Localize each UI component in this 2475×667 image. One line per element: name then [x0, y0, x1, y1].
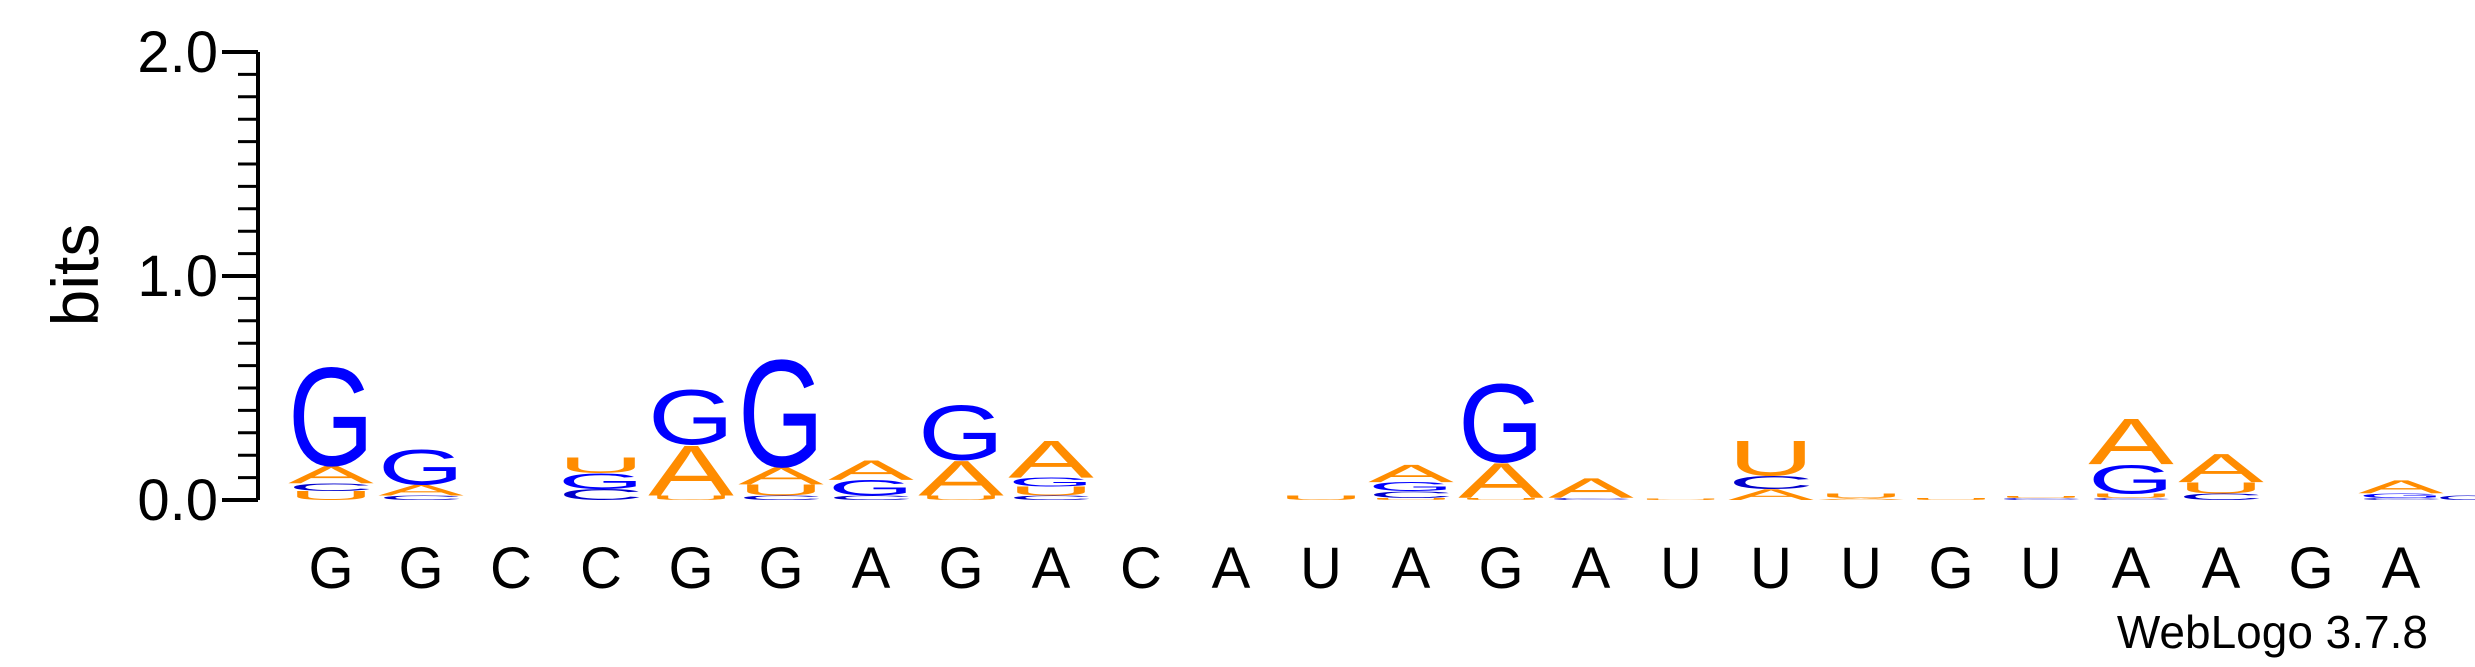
logo-letter-C: C: [2358, 497, 2444, 500]
logo-letter-G: G: [1368, 480, 1454, 494]
logo-letter-A: A: [378, 481, 464, 498]
logo-letter-G: G: [558, 469, 644, 493]
logo-letter-A: A: [2178, 446, 2264, 491]
logo-letter-U: U: [1278, 494, 1364, 501]
y-axis: 0.0 1.0 2.0: [137, 20, 260, 533]
x-tick-label: G: [1478, 536, 1523, 601]
x-tick-label: U: [1300, 536, 1342, 601]
x-tick-label: G: [938, 536, 983, 601]
logo-letter-G: G: [2358, 492, 2444, 499]
logo-letter-C: C: [558, 486, 644, 503]
logo-letter-A: A: [2088, 405, 2174, 478]
logo-letter-U: U: [738, 481, 824, 498]
x-tick-label: G: [1928, 536, 1973, 601]
logo-letter-G: G: [828, 476, 914, 500]
logo-letter-A: A: [738, 462, 824, 490]
x-tick-label: U: [1840, 536, 1882, 601]
x-tick-label: G: [2288, 536, 2333, 601]
logo-letter-U: U: [1638, 499, 1724, 501]
logo-letter-G: G: [288, 337, 374, 495]
logo-letter-U: U: [1008, 484, 1094, 498]
x-tick-label: G: [308, 536, 353, 601]
logo-letter-U: U: [288, 489, 374, 503]
logo-letter-C: C: [2088, 497, 2174, 500]
logo-letter-A: A: [648, 431, 734, 511]
logo-letter-U: U: [2178, 479, 2264, 496]
x-tick-label: G: [398, 536, 443, 601]
x-tick-label: U: [1660, 536, 1702, 601]
logo-letter-G: G: [1008, 475, 1094, 489]
logo-letter-C: C: [288, 481, 374, 493]
y-axis-label: bits: [38, 224, 112, 327]
logo-letter-C: C: [2178, 492, 2264, 502]
x-tick-label: A: [1392, 536, 1431, 601]
x-tick-label: G: [758, 536, 803, 601]
logo-letter-U: U: [918, 494, 1004, 501]
logo-letter-C: C: [1998, 497, 2084, 500]
logo-letter-A: A: [1728, 486, 1814, 503]
x-tick-label: A: [2112, 536, 2151, 601]
logo-letter-U: U: [558, 453, 644, 478]
logo-letter-G: G: [378, 439, 464, 495]
logo-letter-G: G: [1458, 360, 1544, 486]
y-tick-label: 2.0: [137, 20, 218, 85]
x-tick-label: C: [1120, 536, 1162, 601]
logo-letter-A: A: [288, 460, 374, 488]
logo-letter-U: U: [1368, 497, 1454, 500]
logo-letter-A: A: [918, 450, 1004, 506]
x-tick-label: A: [2202, 536, 2241, 601]
x-tick-label: A: [1032, 536, 1071, 601]
logo-letter-A: A: [1368, 459, 1454, 487]
weblogo-credit: WebLogo 3.7.8: [2117, 606, 2428, 658]
logo-letter-G: G: [648, 374, 734, 461]
logo-letter-C: C: [1368, 489, 1454, 499]
logo-letter-U: U: [1908, 497, 1994, 500]
logo-letter-U: U: [2088, 492, 2174, 499]
x-tick-label: A: [1572, 536, 1611, 601]
logo-letter-U: U: [648, 494, 734, 501]
logo-letter-A: A: [1458, 453, 1544, 509]
logo-letter-A: A: [1548, 472, 1634, 504]
logo-letter-C: C: [1008, 494, 1094, 501]
logo-letter-C: C: [738, 494, 824, 501]
logo-letter-C: C: [1548, 497, 1634, 500]
logo-letter-U: U: [1728, 430, 1814, 486]
x-tick-label: U: [1750, 536, 1792, 601]
logo-letter-C: C: [378, 494, 464, 501]
x-tick-label: U: [2020, 536, 2062, 601]
logo-letter-U: U: [1998, 495, 2084, 498]
logo-letter-A: A: [2358, 476, 2444, 497]
logo-letter-U: U: [1458, 497, 1544, 500]
x-tick-label: A: [1212, 536, 1251, 601]
logo-letter-A: A: [1818, 497, 1904, 500]
logo-letter-U: U: [1818, 492, 1904, 499]
logo-letter-C: C: [2436, 494, 2475, 501]
y-tick-label: 0.0: [137, 468, 218, 533]
logo-letter-G: G: [738, 329, 824, 500]
x-tick-label: C: [580, 536, 622, 601]
logo-letter-G: G: [918, 389, 1004, 476]
x-tick-label: A: [852, 536, 891, 601]
logo-letter-C: C: [828, 494, 914, 501]
y-tick-label: 1.0: [137, 244, 218, 309]
logo-letter-C: C: [1728, 472, 1814, 493]
logo-letter-A: A: [1008, 429, 1094, 489]
logo-letter-G: G: [2088, 457, 2174, 502]
x-tick-label: G: [668, 536, 713, 601]
logo-letter-A: A: [828, 454, 914, 486]
x-tick-label: C: [490, 536, 532, 601]
x-tick-label: A: [2382, 536, 2421, 601]
